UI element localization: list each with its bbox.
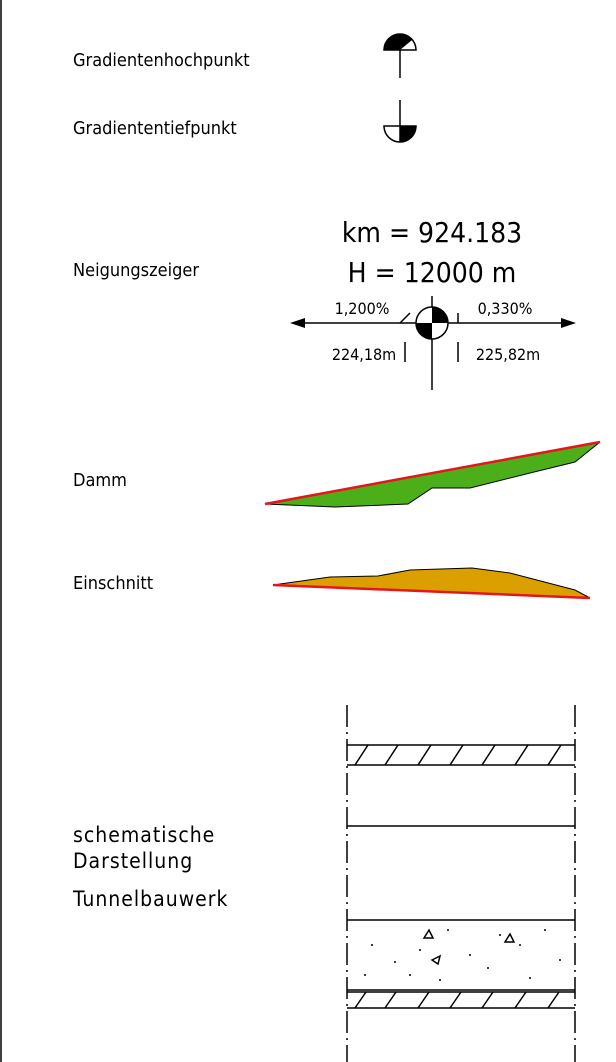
slope-left: 1,200% <box>335 299 390 318</box>
length-left: 224,18m <box>332 345 396 364</box>
embankment-symbol <box>264 440 601 508</box>
label: Einschnitt <box>73 573 153 594</box>
slope-symbol <box>290 296 576 390</box>
label-line: Darstellung <box>73 849 193 873</box>
label: Neigungszeiger <box>73 260 199 281</box>
high-point-symbol <box>383 33 417 78</box>
label-line: schematische <box>73 823 215 847</box>
height-text: H = 12000 m <box>348 256 517 289</box>
label: Gradientenhochpunkt <box>73 50 250 71</box>
length-right: 225,82m <box>476 345 540 364</box>
label: Gradiententiefpunkt <box>73 118 237 139</box>
low-point-symbol <box>383 100 417 143</box>
tunnel-symbol <box>346 705 576 1062</box>
cutting-symbol <box>272 567 591 600</box>
slope-right: 0,330% <box>478 299 533 318</box>
km-text: km = 924.183 <box>342 216 522 249</box>
label-line: Tunnelbauwerk <box>72 887 229 911</box>
label: Damm <box>73 470 127 491</box>
